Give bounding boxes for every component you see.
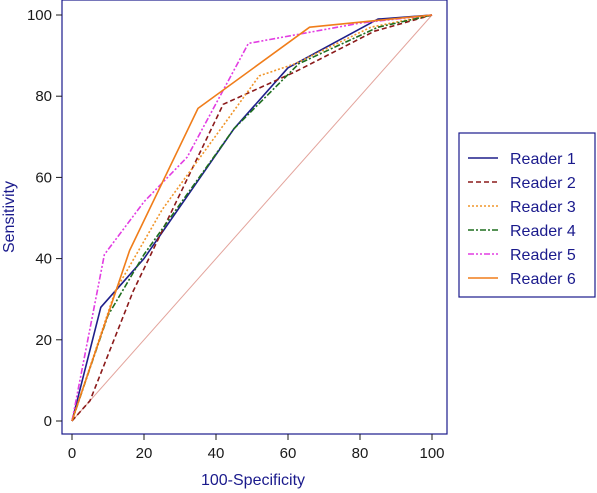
legend-box bbox=[458, 132, 596, 298]
plot-frame bbox=[61, 0, 448, 435]
series-line-reader-6 bbox=[71, 14, 433, 422]
y-tick-label: 0 bbox=[44, 413, 52, 430]
y-axis-title: Sensitivity bbox=[1, 181, 18, 253]
legend-label: Reader 5 bbox=[510, 247, 576, 264]
y-tick-label: 100 bbox=[27, 7, 52, 24]
legend-label: Reader 2 bbox=[510, 175, 576, 192]
y-tick-label: 60 bbox=[35, 169, 52, 186]
reference-diagonal bbox=[71, 14, 433, 422]
legend-label: Reader 1 bbox=[510, 151, 576, 168]
series-line-reader-2 bbox=[71, 14, 433, 422]
legend-label: Reader 6 bbox=[510, 271, 576, 288]
x-tick-label: 100 bbox=[419, 445, 444, 462]
reference-layer bbox=[71, 14, 433, 422]
y-tick-label: 20 bbox=[35, 332, 52, 349]
tick-layer: 0 20 40 60 80 100 0 20 40 60 80 100 bbox=[27, 7, 445, 462]
legend-label: Reader 3 bbox=[510, 199, 576, 216]
x-tick-label: 80 bbox=[352, 445, 369, 462]
x-tick-label: 60 bbox=[280, 445, 297, 462]
legend: Reader 1 Reader 2 Reader 3 Reader 4 Reader 5… bbox=[468, 151, 576, 288]
series-line-reader-5 bbox=[71, 14, 433, 422]
y-tick-label: 40 bbox=[35, 251, 52, 268]
series-layer bbox=[71, 14, 433, 422]
x-tick-label: 40 bbox=[208, 445, 225, 462]
x-tick-label: 0 bbox=[68, 445, 76, 462]
legend-label: Reader 4 bbox=[510, 223, 576, 240]
x-tick-label: 20 bbox=[136, 445, 153, 462]
x-axis-title: 100-Specificity bbox=[201, 472, 305, 489]
y-tick-label: 80 bbox=[35, 88, 52, 105]
